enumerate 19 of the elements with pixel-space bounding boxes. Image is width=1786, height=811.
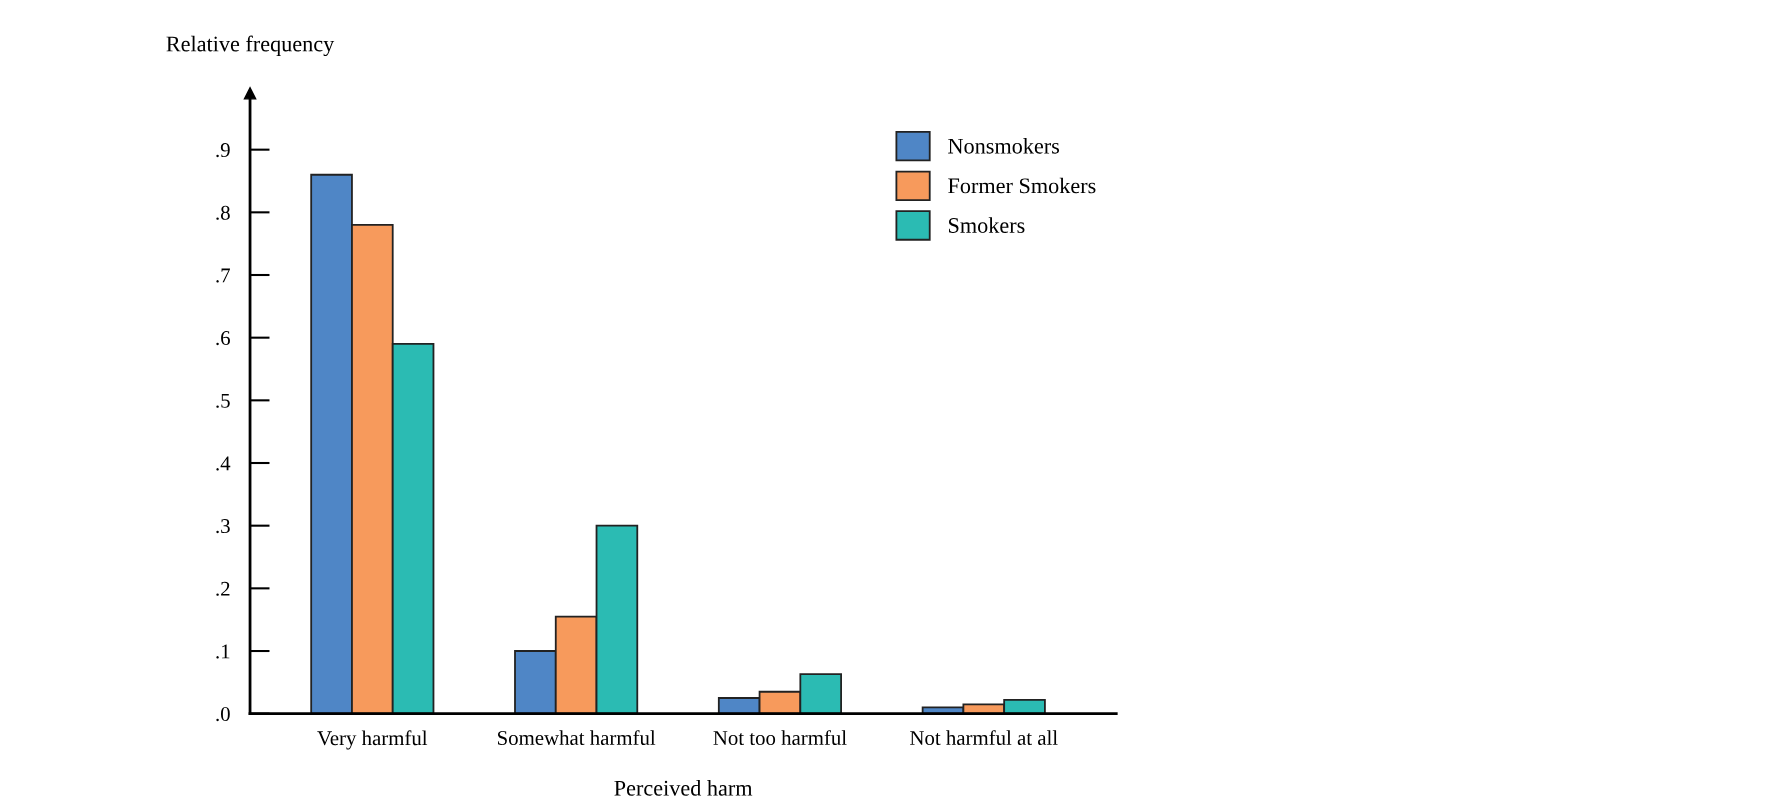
legend-label: Smokers bbox=[948, 217, 1025, 233]
x-tick-label: Not harmful at all bbox=[910, 730, 1058, 746]
x-tick-label: Very harmful bbox=[317, 730, 428, 750]
y-tick-label: .3 bbox=[216, 519, 230, 534]
y-tick-label: .0 bbox=[216, 707, 230, 722]
x-axis-title: Perceived harm bbox=[614, 780, 753, 796]
y-tick-label: .5 bbox=[216, 393, 230, 408]
y-tick-label: .7 bbox=[216, 268, 230, 283]
y-tick-label: .2 bbox=[216, 581, 230, 596]
y-tick-label: .4 bbox=[216, 456, 231, 471]
x-tick-label: Not too harmful bbox=[713, 730, 847, 746]
y-tick-label: .1 bbox=[216, 644, 230, 659]
legend-label: Nonsmokers bbox=[948, 138, 1060, 154]
x-tick-label: Somewhat harmful bbox=[497, 730, 656, 746]
y-tick-label: .6 bbox=[216, 331, 230, 346]
legend-label: Former Smokers bbox=[948, 177, 1096, 194]
y-tick-label: .9 bbox=[216, 143, 230, 158]
y-tick-label: .8 bbox=[216, 205, 230, 220]
y-axis-title: Relative frequency bbox=[166, 35, 335, 57]
